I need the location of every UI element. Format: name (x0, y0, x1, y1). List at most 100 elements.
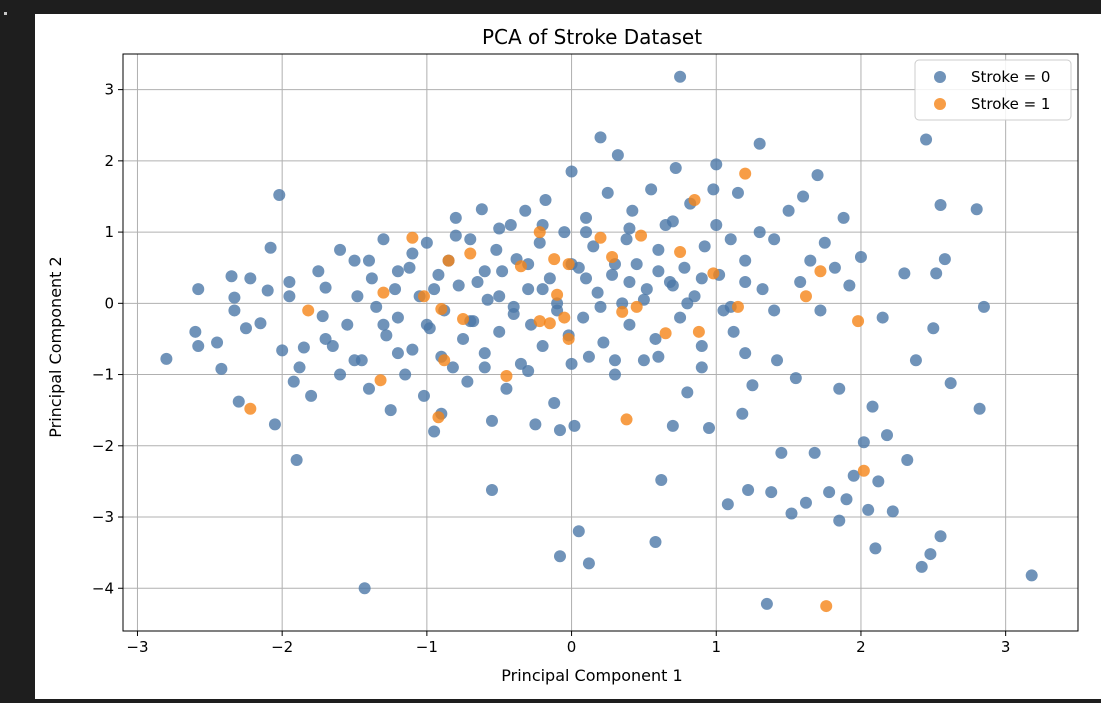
point-stroke-0 (927, 322, 940, 335)
point-stroke-0 (876, 311, 889, 324)
point-stroke-0 (814, 304, 827, 317)
point-stroke-0 (348, 354, 361, 367)
point-stroke-0 (548, 397, 561, 410)
point-stroke-0 (674, 311, 687, 324)
y-tick-label: 2 (104, 152, 114, 170)
point-stroke-0 (305, 389, 318, 402)
point-stroke-0 (901, 454, 914, 467)
point-stroke-0 (623, 318, 636, 331)
point-stroke-0 (478, 347, 491, 360)
y-tick-label: 3 (104, 81, 114, 99)
point-stroke-1 (457, 312, 470, 325)
point-stroke-0 (529, 418, 542, 431)
y-tick-label: −3 (92, 508, 114, 526)
point-stroke-0 (268, 418, 281, 431)
point-stroke-0 (970, 203, 983, 216)
x-tick-label: 2 (856, 638, 866, 656)
point-stroke-0 (703, 421, 716, 434)
point-stroke-0 (316, 310, 329, 323)
point-stroke-0 (674, 70, 687, 83)
point-stroke-0 (244, 272, 257, 285)
point-stroke-0 (377, 233, 390, 246)
point-stroke-0 (681, 297, 694, 310)
point-stroke-0 (522, 283, 535, 296)
point-stroke-0 (649, 332, 662, 345)
point-stroke-0 (189, 325, 202, 338)
point-stroke-0 (782, 204, 795, 217)
point-stroke-0 (493, 222, 506, 235)
point-stroke-0 (611, 149, 624, 162)
point-stroke-0 (577, 311, 590, 324)
point-stroke-0 (721, 498, 734, 511)
point-stroke-0 (854, 251, 867, 264)
point-stroke-0 (727, 325, 740, 338)
point-stroke-0 (580, 272, 593, 285)
legend: Stroke = 0 Stroke = 1 (914, 59, 1072, 121)
point-stroke-0 (597, 336, 610, 349)
point-stroke-1 (533, 315, 546, 328)
point-stroke-1 (852, 315, 865, 328)
point-stroke-0 (493, 325, 506, 338)
point-stroke-0 (869, 542, 882, 555)
point-stroke-1 (739, 167, 752, 180)
point-stroke-0 (623, 222, 636, 235)
point-stroke-0 (833, 382, 846, 395)
point-stroke-0 (620, 233, 633, 246)
point-stroke-1 (548, 253, 561, 266)
point-stroke-0 (601, 186, 614, 199)
point-stroke-0 (553, 424, 566, 437)
point-stroke-0 (746, 379, 759, 392)
point-stroke-0 (934, 199, 947, 212)
chart-figure: −3 −2 −1 0 1 2 3 3 2 1 0 −1 −2 −3 −4 PCA of Stroke Dat… (35, 14, 1101, 699)
point-stroke-0 (753, 226, 766, 239)
point-stroke-0 (417, 389, 430, 402)
point-stroke-1 (244, 402, 257, 415)
point-stroke-0 (283, 290, 296, 303)
point-stroke-0 (553, 550, 566, 563)
point-stroke-0 (481, 293, 494, 306)
point-stroke-0 (399, 368, 412, 381)
point-stroke-0 (225, 270, 238, 283)
y-tick-label: 0 (104, 294, 114, 312)
point-stroke-0 (924, 548, 937, 561)
point-stroke-0 (909, 354, 922, 367)
point-stroke-1 (533, 226, 546, 239)
point-stroke-0 (710, 158, 723, 171)
point-stroke-0 (944, 377, 957, 390)
point-stroke-1 (674, 246, 687, 259)
point-stroke-0 (872, 475, 885, 488)
point-stroke-0 (384, 404, 397, 417)
point-stroke-0 (362, 382, 375, 395)
point-stroke-0 (565, 165, 578, 178)
legend-marker-stroke-1 (934, 98, 946, 110)
point-stroke-0 (485, 483, 498, 496)
x-tick-label: 0 (567, 638, 577, 656)
point-stroke-0 (319, 281, 332, 294)
point-stroke-0 (775, 446, 788, 459)
legend-box (914, 59, 1072, 121)
point-stroke-0 (616, 297, 629, 310)
point-stroke-0 (539, 194, 552, 207)
point-stroke-0 (273, 189, 286, 202)
point-stroke-0 (391, 311, 404, 324)
legend-label-stroke-0: Stroke = 0 (971, 68, 1050, 86)
point-stroke-0 (823, 486, 836, 499)
point-stroke-0 (580, 211, 593, 224)
point-stroke-1 (606, 251, 619, 264)
point-stroke-0 (536, 283, 549, 296)
point-stroke-0 (707, 183, 720, 196)
x-tick-label: −2 (271, 638, 293, 656)
point-stroke-0 (652, 350, 665, 363)
point-stroke-0 (380, 329, 393, 342)
point-stroke-0 (519, 204, 532, 217)
point-stroke-1 (688, 194, 701, 207)
point-stroke-0 (568, 419, 581, 432)
point-stroke-1 (543, 317, 556, 330)
point-stroke-0 (818, 236, 831, 249)
point-stroke-0 (478, 361, 491, 374)
point-stroke-0 (973, 402, 986, 415)
point-stroke-0 (771, 354, 784, 367)
point-stroke-0 (370, 300, 383, 313)
point-stroke-0 (731, 186, 744, 199)
point-stroke-0 (228, 291, 241, 304)
